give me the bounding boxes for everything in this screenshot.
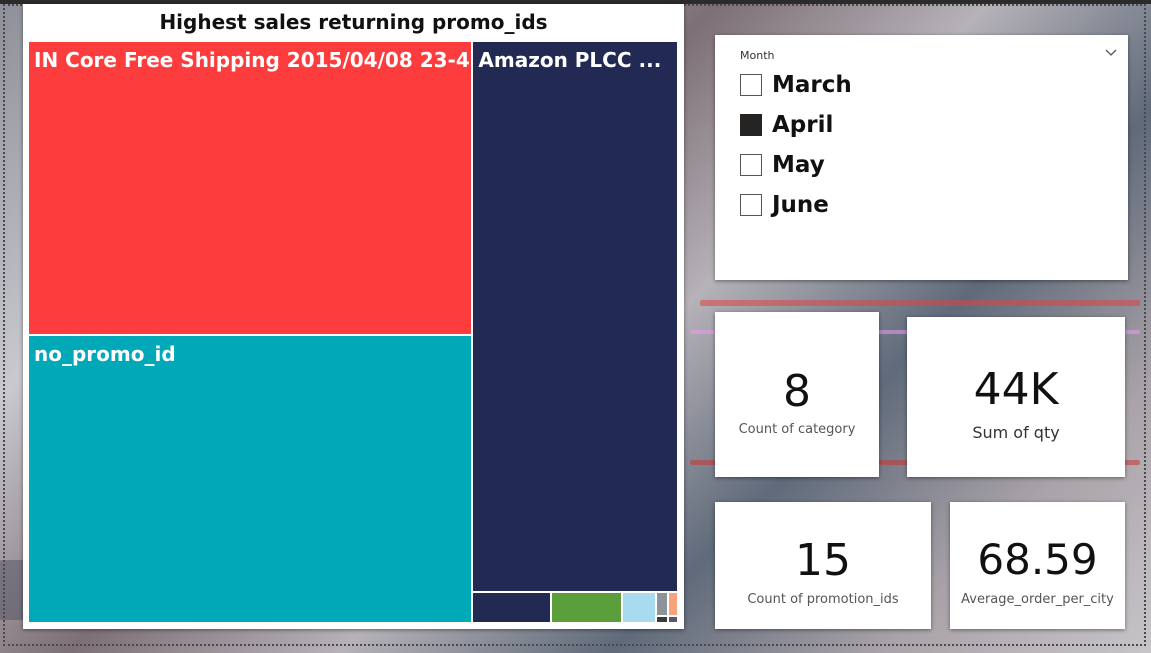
treemap-visual[interactable]: Highest sales returning promo_ids IN Cor… [23, 4, 684, 629]
kpi-card-sum-qty[interactable]: 44K Sum of qty [907, 317, 1125, 477]
slicer-item-label: April [772, 112, 834, 138]
chevron-down-icon[interactable] [1104, 47, 1118, 57]
kpi-label: Average_order_per_city [961, 592, 1114, 607]
treemap-title: Highest sales returning promo_ids [159, 10, 548, 34]
treemap-tile[interactable] [656, 591, 668, 617]
kpi-value: 68.59 [977, 535, 1098, 584]
slicer-item-march[interactable]: March [740, 72, 852, 112]
treemap-tile[interactable] [551, 591, 623, 623]
checkbox[interactable] [740, 154, 762, 176]
slicer-item-april[interactable]: April [740, 112, 852, 152]
kpi-label: Sum of qty [972, 423, 1060, 442]
treemap-tile-label: Amazon PLCC ... [478, 48, 662, 72]
slicer-item-label: May [772, 152, 825, 178]
kpi-value: 15 [795, 535, 851, 586]
treemap-tile[interactable] [668, 616, 678, 623]
slicer-item-june[interactable]: June [740, 192, 852, 232]
slicer-items: March April May June [740, 72, 852, 232]
slicer-item-label: March [772, 72, 852, 98]
treemap-tile[interactable]: IN Core Free Shipping 2015/04/08 23-4... [28, 41, 473, 335]
treemap-tile-label: IN Core Free Shipping 2015/04/08 23-4... [34, 48, 473, 72]
checkbox[interactable] [740, 74, 762, 96]
slicer-item-label: June [772, 192, 829, 218]
treemap-tile[interactable]: Amazon PLCC ... [472, 41, 678, 592]
treemap-tile[interactable] [656, 616, 669, 623]
kpi-value: 44K [973, 364, 1059, 415]
treemap-tile[interactable] [472, 591, 552, 623]
kpi-label: Count of category [738, 422, 856, 437]
month-slicer[interactable]: Month March April May June [715, 35, 1128, 280]
kpi-card-count-category[interactable]: 8 Count of category [715, 312, 879, 477]
kpi-card-count-promotion[interactable]: 15 Count of promotion_ids [715, 502, 931, 629]
slicer-item-may[interactable]: May [740, 152, 852, 192]
checkbox[interactable] [740, 114, 762, 136]
treemap-tile[interactable]: no_promo_id [28, 334, 473, 623]
treemap-tile[interactable] [667, 591, 678, 617]
background-streak [700, 300, 1140, 306]
window-top-border [0, 0, 1151, 4]
checkbox[interactable] [740, 194, 762, 216]
kpi-card-avg-order[interactable]: 68.59 Average_order_per_city [950, 502, 1125, 629]
kpi-label: Count of promotion_ids [747, 592, 899, 607]
slicer-header: Month [740, 49, 775, 62]
kpi-value: 8 [783, 366, 811, 417]
treemap-tile-label: no_promo_id [34, 341, 176, 366]
treemap-tile[interactable] [622, 591, 657, 623]
treemap-plot-area: IN Core Free Shipping 2015/04/08 23-4...… [28, 41, 678, 623]
